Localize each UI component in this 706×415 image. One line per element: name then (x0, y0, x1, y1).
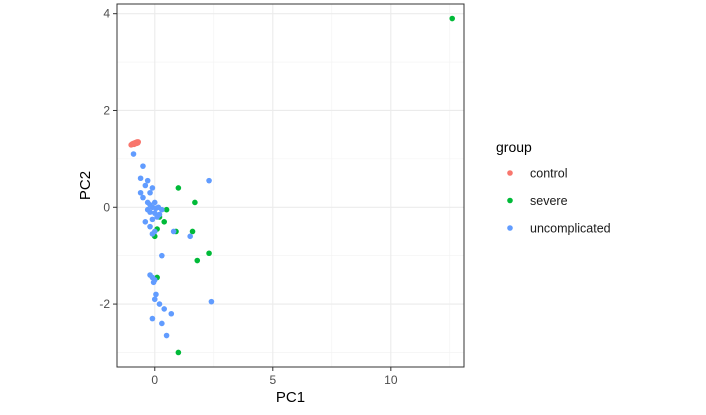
data-point-uncomplicated (163, 332, 170, 339)
data-point-uncomplicated (140, 194, 146, 201)
major-gridlines (117, 4, 464, 367)
data-point-uncomplicated (149, 315, 156, 322)
x-tick-label: 0 (151, 373, 158, 387)
data-point-uncomplicated (144, 177, 151, 184)
data-point-severe (189, 228, 196, 235)
data-point-uncomplicated (151, 199, 158, 206)
y-axis-title: PC2 (77, 171, 94, 200)
data-point-severe (175, 185, 182, 191)
data-point-uncomplicated (154, 214, 160, 220)
panel-border (116, 3, 465, 368)
legend-label-control: control (530, 167, 568, 181)
y-tick-label: 0 (103, 200, 110, 214)
data-point-uncomplicated (149, 185, 156, 191)
data-point-uncomplicated (149, 231, 156, 237)
x-tick-label: 5 (269, 373, 276, 387)
legend-label-severe: severe (530, 194, 568, 208)
data-point-uncomplicated (161, 306, 168, 312)
y-tick-label: 2 (103, 103, 110, 117)
data-point-uncomplicated (187, 233, 193, 240)
legend-key-uncomplicated (507, 225, 513, 231)
x-tick-label: 10 (384, 373, 398, 387)
data-points (128, 15, 455, 356)
x-axis-ticks: 0 5 10 (151, 367, 398, 387)
data-point-uncomplicated (142, 219, 149, 225)
data-point-uncomplicated (142, 182, 149, 189)
data-point-uncomplicated (151, 296, 158, 303)
legend-key-control (507, 170, 513, 176)
y-tick-label: 4 (103, 7, 110, 21)
data-point-uncomplicated (168, 310, 175, 317)
data-point-severe (163, 206, 170, 213)
legend-key-severe (507, 197, 513, 204)
panel-background (117, 4, 464, 367)
data-point-uncomplicated (206, 177, 212, 184)
data-point-uncomplicated (159, 206, 165, 213)
data-point-severe (194, 257, 201, 264)
data-point-uncomplicated (147, 189, 153, 196)
data-point-uncomplicated (149, 216, 156, 223)
data-point-severe (175, 349, 182, 356)
data-point-uncomplicated (159, 320, 165, 327)
y-axis-ticks: -2 0 2 4 (99, 7, 117, 311)
data-point-uncomplicated (150, 279, 157, 286)
data-point-uncomplicated (159, 252, 165, 259)
data-point-severe (206, 250, 212, 257)
legend: group control severe uncomplicated (496, 139, 611, 236)
legend-title: group (496, 139, 532, 155)
data-point-uncomplicated (137, 175, 144, 182)
legend-label-uncomplicated: uncomplicated (530, 222, 611, 236)
data-point-uncomplicated (156, 301, 163, 307)
minor-gridlines (117, 4, 464, 367)
data-point-uncomplicated (140, 163, 146, 169)
y-tick-label: -2 (99, 297, 110, 311)
data-point-uncomplicated (130, 151, 137, 157)
data-point-uncomplicated (153, 291, 159, 298)
data-point-control (134, 140, 141, 146)
data-point-uncomplicated (147, 223, 153, 230)
data-point-uncomplicated (170, 228, 177, 235)
data-point-severe (449, 15, 455, 22)
data-point-uncomplicated (147, 209, 153, 215)
x-axis-title: PC1 (276, 389, 305, 406)
data-point-uncomplicated (137, 189, 144, 196)
data-point-severe (161, 219, 168, 225)
data-point-uncomplicated (208, 298, 215, 305)
data-point-severe (192, 199, 198, 206)
